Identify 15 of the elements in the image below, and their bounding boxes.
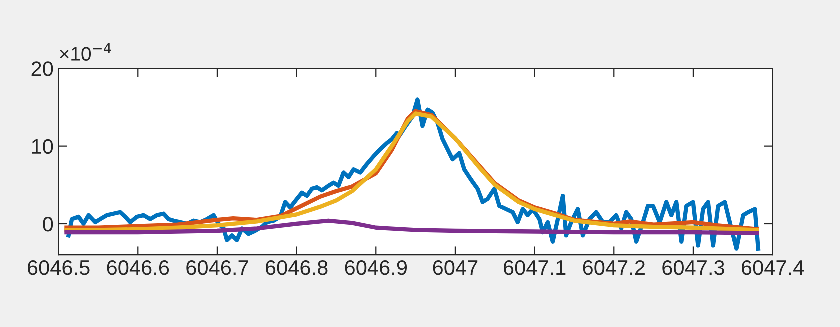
- x-tick-label: 6047: [433, 260, 478, 276]
- x-tick-label: 6047.2: [583, 260, 645, 276]
- x-tick-label: 6047.1: [504, 260, 566, 276]
- x-tick-label: 6046.6: [107, 260, 170, 276]
- x-tick-label: 6047.4: [742, 260, 804, 276]
- text: ×10$^{−4}$: [60, 43, 112, 61]
- y-tick-label: 20: [32, 62, 54, 76]
- x-tick-label: 6046.9: [345, 260, 408, 276]
- x-tick-label: 6047.3: [662, 260, 724, 276]
- y-tick-label: 0: [43, 216, 54, 232]
- x-tick-label: 6046.8: [266, 260, 328, 276]
- x-tick-label: 6046.7: [186, 260, 248, 276]
- y-tick-label: 10: [32, 139, 54, 154]
- line-series: [64, 218, 760, 236]
- x-tick-label: 6046.5: [28, 260, 90, 276]
